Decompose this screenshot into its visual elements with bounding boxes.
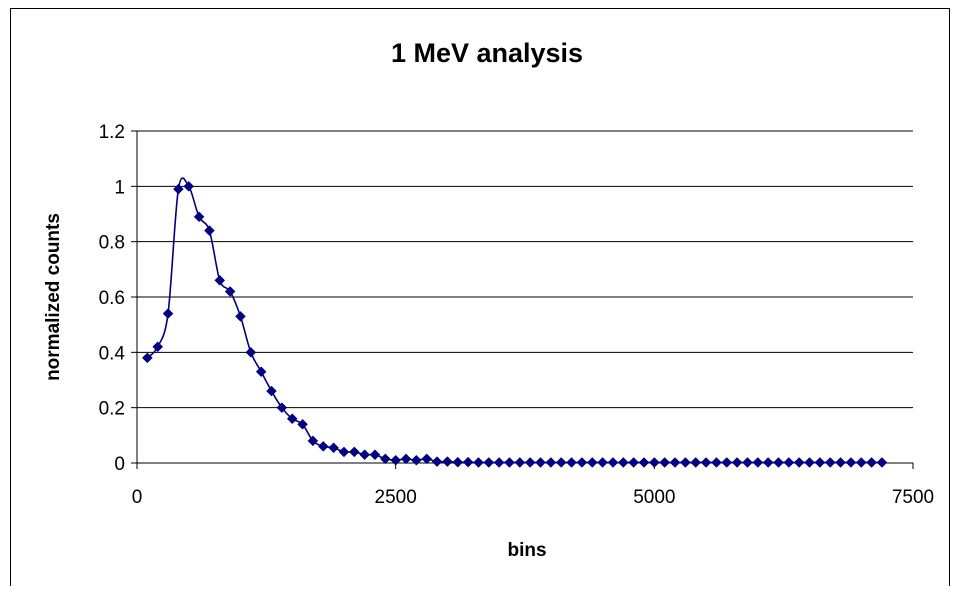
data-point [431,456,443,467]
series-markers [141,180,888,468]
data-point [845,457,857,468]
data-point [628,457,639,468]
x-tick-labels: 0 2500 5000 7500 [132,487,934,508]
data-point [876,457,888,468]
data-point [235,311,246,322]
data-point [535,457,546,468]
data-point [648,457,660,468]
data-point [804,457,815,468]
data-point [473,457,484,468]
data-point [141,352,153,364]
data-point [586,457,598,468]
data-point [390,454,402,466]
data-point [317,441,329,452]
y-tick-label: 0.2 [99,399,125,420]
data-point [204,225,215,236]
chart-frame [10,8,950,586]
data-point [411,454,422,466]
data-point [348,446,360,458]
data-point [421,453,433,465]
gridlines [137,130,913,409]
data-point [555,457,567,468]
data-point [814,457,826,468]
data-point [680,457,691,468]
chart-title: 1 MeV analysis [391,38,583,68]
data-point [597,457,608,468]
data-point [214,275,226,286]
data-point [245,346,257,358]
y-tick-label: 0.4 [99,343,126,364]
data-point [369,449,381,461]
data-point [793,457,805,468]
data-point [762,457,774,468]
data-point [276,402,288,414]
x-tick-label: 5000 [633,487,675,508]
data-point [286,413,298,425]
series-line [146,177,882,464]
data-point [855,457,867,468]
data-point [442,456,453,467]
data-point [607,457,619,468]
data-point [152,341,164,353]
data-point [462,456,474,468]
data-point [700,457,712,468]
data-point [752,457,764,468]
data-point [835,457,846,468]
data-point [493,457,505,468]
data-point [617,457,629,468]
data-point [307,435,319,447]
data-point [266,385,277,397]
y-tick-label: 0.8 [99,233,125,254]
data-point [731,457,743,468]
data-point [183,180,195,192]
data-point [162,308,174,319]
data-point [711,457,722,468]
data-point [379,453,391,465]
data-point [576,457,588,468]
data-point [742,457,753,468]
data-point [824,457,836,468]
data-point [659,457,671,468]
data-point [545,457,557,468]
y-tick-labels: 0 0.2 0.4 0.6 0.8 1 1.2 [99,122,126,475]
data-point [483,457,495,468]
y-axis-title: normalized counts [43,213,64,381]
data-point [721,457,733,468]
data-point [783,457,795,468]
y-tick-label: 1.2 [99,122,125,143]
axes [131,130,914,469]
data-point [690,457,702,468]
data-point [173,183,184,195]
y-tick-label: 0.6 [99,288,125,309]
data-point [866,457,877,468]
x-tick-label: 2500 [375,487,417,508]
data-point [514,457,526,468]
y-tick-label: 0 [114,454,125,475]
data-point [359,449,370,461]
data-point [638,457,650,468]
data-point [524,457,536,468]
data-point [400,453,412,465]
data-point [193,211,205,223]
data-point [255,366,267,378]
data-point [669,457,681,468]
x-tick-label: 0 [132,487,143,508]
data-point [328,442,339,454]
data-point [773,457,784,468]
data-point [504,457,515,468]
data-point [566,457,577,468]
data-point [224,286,236,297]
x-axis-title: bins [507,540,546,561]
y-tick-label: 1 [114,177,125,198]
data-point [297,418,308,430]
x-tick-label: 7500 [892,487,934,508]
data-point [452,456,464,468]
data-point [338,446,350,458]
